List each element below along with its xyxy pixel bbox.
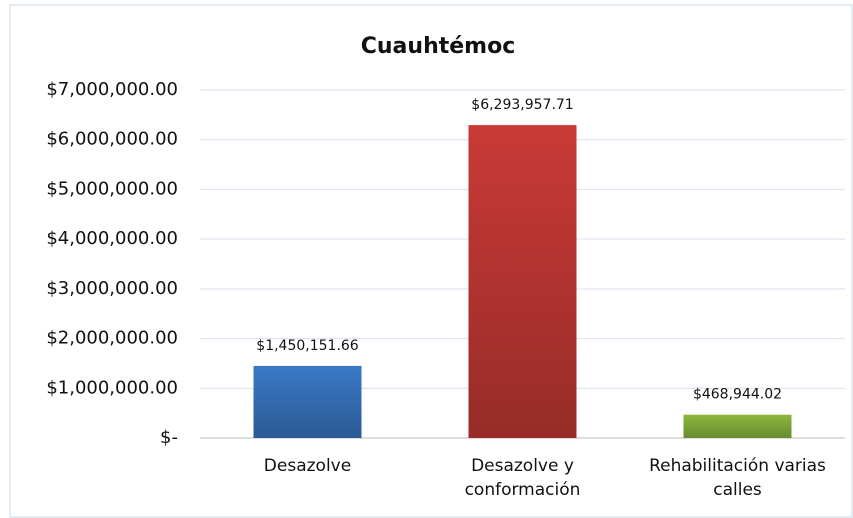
y-tick-label: $4,000,000.00 xyxy=(46,228,178,249)
chart-title: Cuauhtémoc xyxy=(361,34,516,59)
y-tick-label: $5,000,000.00 xyxy=(46,178,178,199)
y-tick-label: $6,000,000.00 xyxy=(46,129,178,150)
value-label: $1,450,151.66 xyxy=(256,338,359,354)
y-tick-label: $7,000,000.00 xyxy=(46,79,178,100)
bar-shade xyxy=(253,365,362,438)
x-tick-label: Rehabilitación varias calles xyxy=(649,456,826,500)
x-tick-label: Desazolve xyxy=(263,456,352,476)
x-tick-label: Desazolve y conformación xyxy=(464,456,581,500)
y-tick-label: $1,000,000.00 xyxy=(46,377,178,398)
bar-shade xyxy=(683,414,792,438)
y-tick-label: $2,000,000.00 xyxy=(46,328,178,349)
bar-shade xyxy=(468,125,577,438)
value-label: $468,944.02 xyxy=(693,387,782,403)
y-tick-label: $3,000,000.00 xyxy=(46,278,178,299)
y-tick-label: $- xyxy=(160,427,178,448)
value-label: $6,293,957.71 xyxy=(471,97,573,113)
